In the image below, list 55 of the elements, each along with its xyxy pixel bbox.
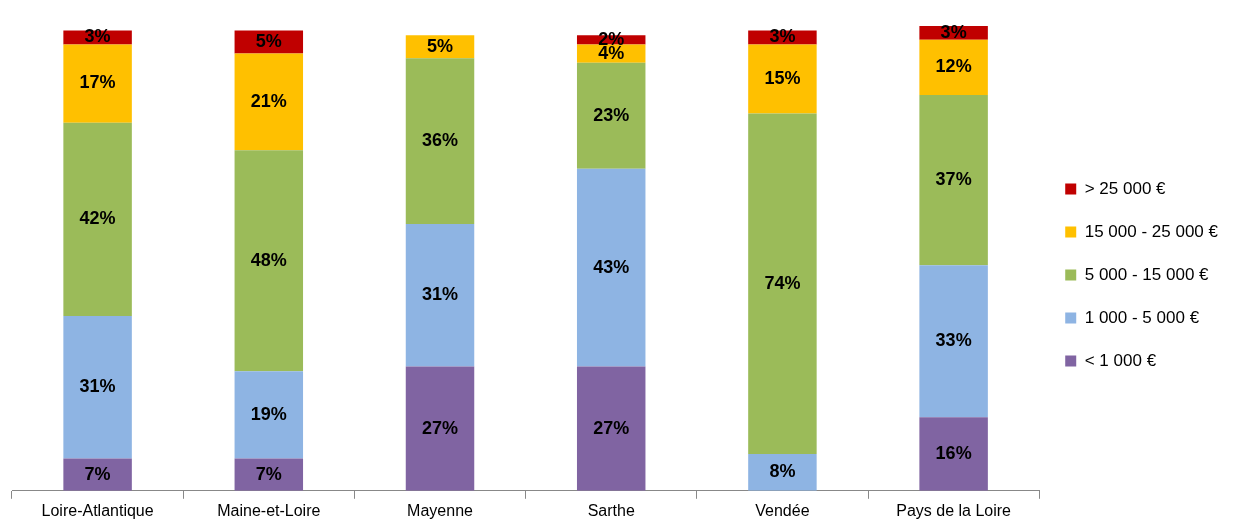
bar — [748, 44, 817, 114]
bar — [919, 417, 988, 491]
x-tick-label: Loire-Atlantique — [41, 501, 154, 519]
data-label: 31% — [421, 284, 459, 305]
data-label: 3% — [769, 26, 796, 47]
data-label: 33% — [935, 330, 972, 351]
data-label: 27% — [593, 417, 630, 438]
legend-label: < 1 000 € — [1084, 350, 1157, 370]
data-label: 17% — [79, 72, 116, 93]
legend-label: 15 000 - 25 000 € — [1084, 221, 1219, 241]
bar — [234, 371, 304, 459]
legend-label: > 25 000 € — [1084, 178, 1167, 198]
data-label: 23% — [593, 104, 630, 125]
data-label: 19% — [250, 403, 287, 424]
data-label: 43% — [593, 256, 630, 277]
bar — [748, 113, 817, 454]
x-tick-label: Maine-et-Loire — [217, 501, 321, 519]
data-label: 15% — [764, 67, 801, 88]
data-label: 37% — [935, 169, 972, 190]
bar — [576, 168, 646, 367]
bar — [405, 58, 475, 224]
bar — [576, 366, 646, 491]
bar — [63, 44, 132, 123]
data-label: 8% — [769, 461, 796, 482]
bar — [919, 95, 988, 266]
bar — [576, 62, 646, 169]
data-label: 31% — [79, 376, 116, 397]
bar — [919, 265, 988, 418]
legend-label: 1 000 - 5 000 € — [1084, 307, 1200, 327]
data-label: 3% — [940, 21, 967, 42]
bar — [405, 223, 475, 367]
data-label: 3% — [84, 26, 111, 47]
data-label: 27% — [421, 417, 459, 438]
bar — [63, 315, 132, 459]
bar — [919, 39, 988, 96]
data-label: 74% — [764, 272, 801, 293]
legend-label: 5 000 - 15 000 € — [1084, 264, 1210, 284]
data-label: 7% — [255, 463, 282, 484]
bar — [234, 53, 304, 151]
data-label: 36% — [421, 130, 459, 151]
x-tick-label: Vendée — [755, 501, 810, 519]
x-tick-label: Mayenne — [407, 501, 474, 519]
x-tick-label: Sarthe — [587, 501, 635, 519]
data-label: 21% — [250, 90, 287, 111]
bar — [63, 122, 132, 316]
data-label: 16% — [935, 442, 972, 463]
data-label: 7% — [84, 463, 111, 484]
data-label: 48% — [250, 249, 287, 270]
x-tick-label: Pays de la Loire — [896, 501, 1012, 519]
bar — [234, 150, 304, 372]
data-label: 42% — [79, 208, 116, 229]
data-label: 5% — [255, 31, 282, 52]
data-label: 5% — [427, 35, 454, 56]
data-label: 12% — [935, 56, 972, 77]
bar — [405, 366, 475, 491]
